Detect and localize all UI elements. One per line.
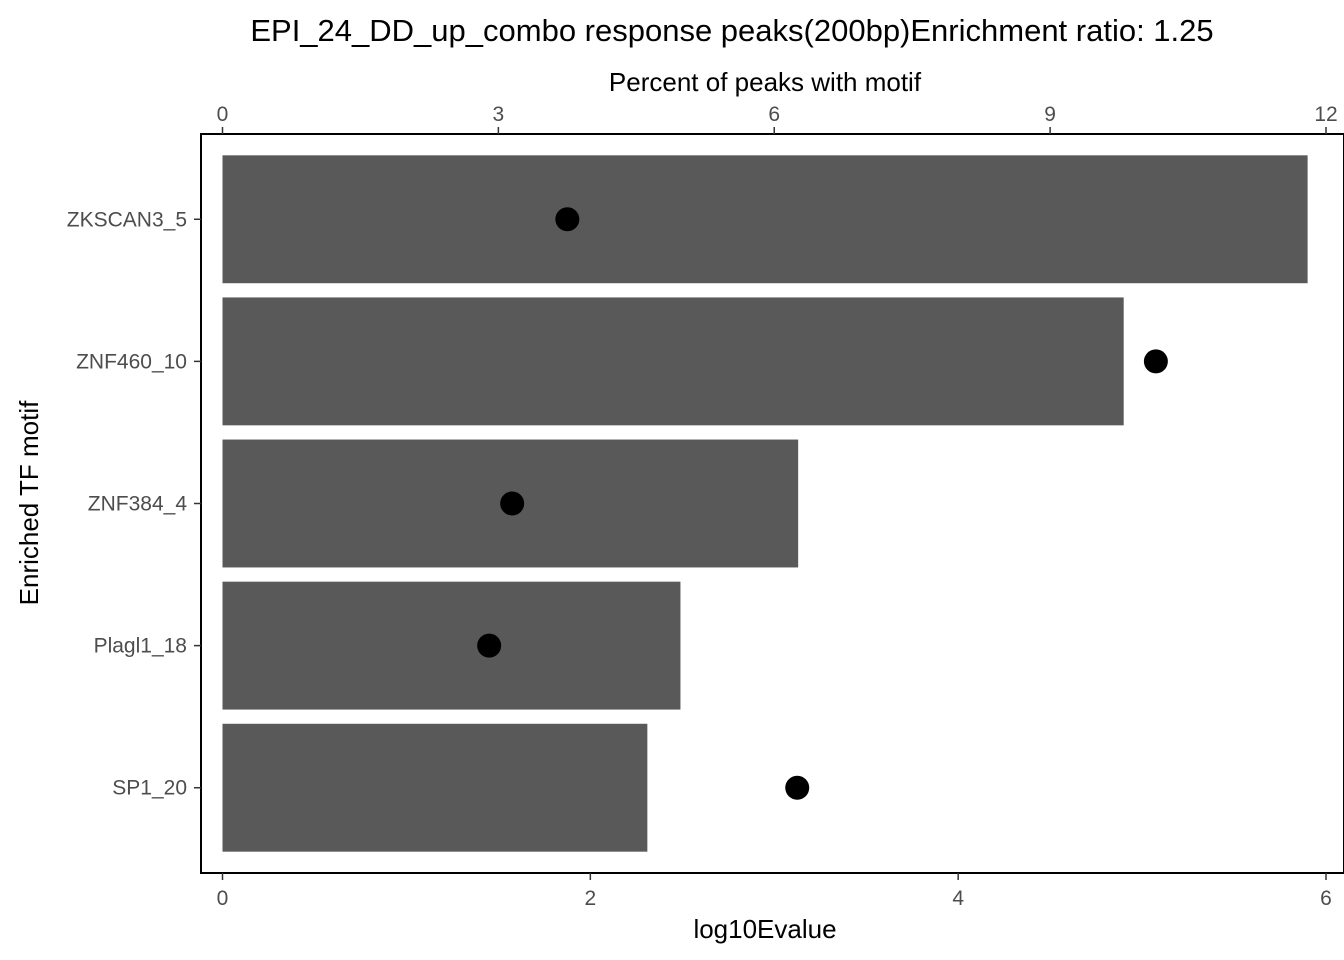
x-tick-label: 0 (217, 887, 229, 910)
x2-tick-label: 6 (768, 103, 780, 126)
bar (222, 155, 1308, 284)
bar (222, 723, 648, 852)
data-point (500, 491, 525, 516)
y-tick-label: ZNF384_4 (88, 493, 188, 516)
x2-tick-label: 0 (217, 103, 229, 126)
x-tick-label: 6 (1320, 887, 1332, 910)
x2-tick-label: 3 (493, 103, 505, 126)
x-tick-label: 4 (952, 887, 964, 910)
bar (222, 581, 681, 710)
y-tick-label: SP1_20 (112, 777, 187, 800)
x2-tick-label: 9 (1044, 103, 1056, 126)
data-point (1143, 349, 1168, 374)
y-tick-label: Plagl1_18 (94, 635, 187, 658)
bar (222, 297, 1124, 426)
x2-tick-label: 12 (1314, 103, 1337, 126)
top-axis-title: Percent of peaks with motif (609, 67, 922, 97)
y-tick-label: ZNF460_10 (76, 350, 187, 373)
x-tick-label: 2 (584, 887, 596, 910)
plot-area: ZKSCAN3_5 ZNF460_10 ZNF384_4 Plagl1_18 SP1_2… (67, 103, 1344, 910)
data-point (555, 207, 580, 232)
chart-title: EPI_24_DD_up_combo response peaks(200bp)… (250, 13, 1213, 48)
y-tick-label: ZKSCAN3_5 (67, 208, 187, 231)
data-point (785, 775, 810, 800)
data-point (477, 633, 502, 658)
bottom-axis-title: log10Evalue (693, 914, 836, 944)
y-axis-title: Enriched TF motif (14, 400, 44, 605)
